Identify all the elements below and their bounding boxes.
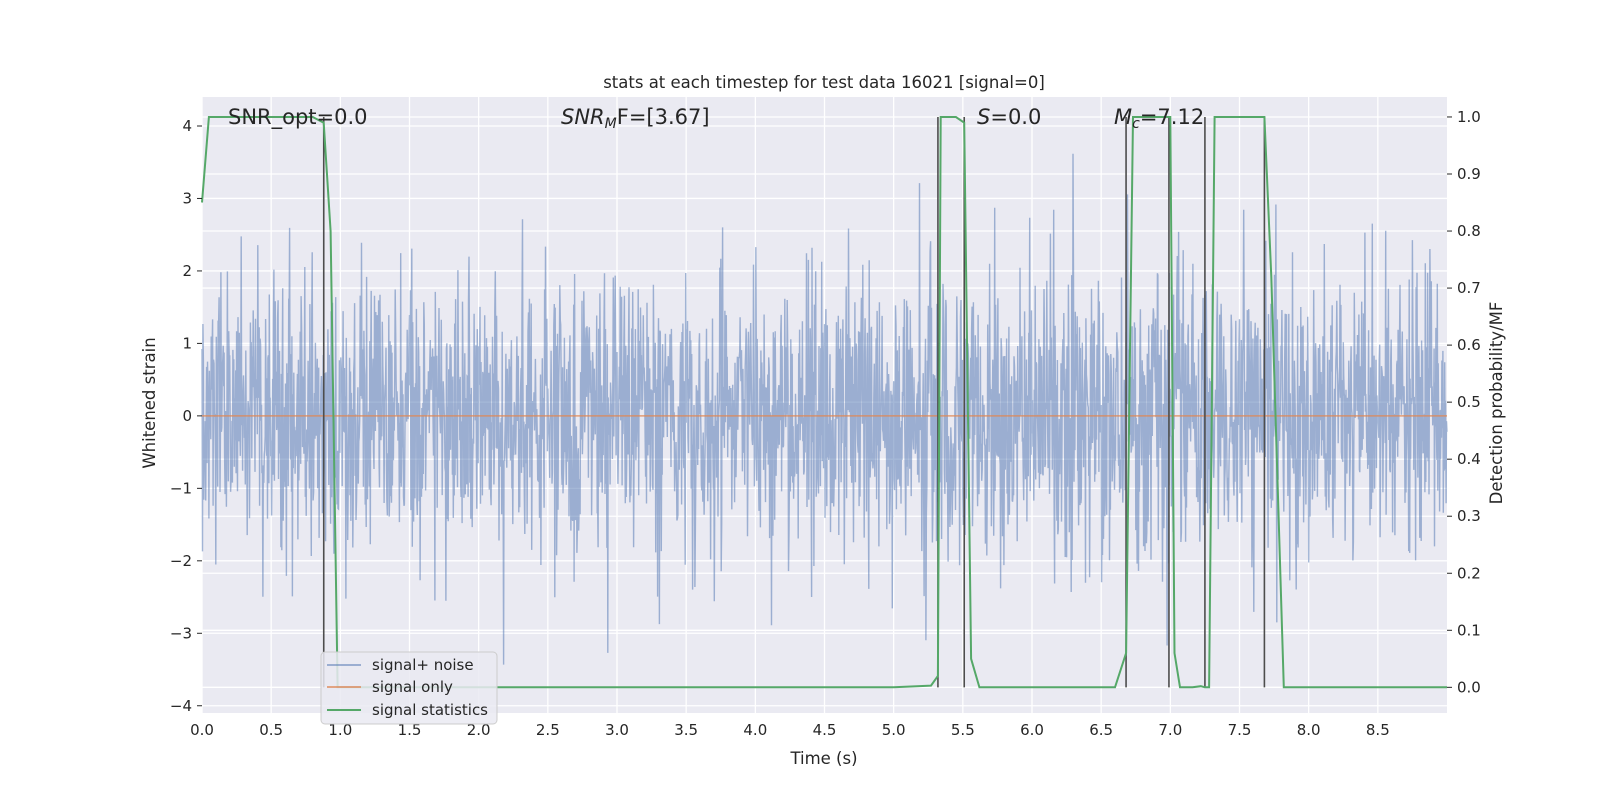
annotation-mc-sub: c [1132,116,1140,132]
series-line-signal-statistics [201,116,1447,689]
x-tick-label: 6.0 [1020,721,1044,739]
y2-tick-label: 0.6 [1457,336,1481,354]
annotation-mc: Mc=7.12 [1114,105,1204,132]
y2-tick-label: 0.9 [1457,165,1481,183]
chart-title: stats at each timestep for test data 160… [603,73,1045,92]
y2-tick-label: 0.8 [1457,222,1481,240]
vertical-markers [322,116,1266,688]
x-tick-label: 6.5 [1089,721,1113,739]
y-axis-label: Whitened strain [140,337,159,468]
y-tick-label: −4 [170,697,192,715]
legend-label-noise: signal+ noise [372,656,474,674]
x-tick-label: 2.0 [467,721,491,739]
y2-tick-label: 0.0 [1457,678,1481,696]
annotation-mc-rest: =7.12 [1140,105,1204,129]
x-tick-label: 1.5 [398,721,422,739]
y-tick-label: 4 [182,117,192,135]
annotation-s: S=0.0 [977,105,1041,129]
series-signal-noise [201,153,1448,665]
y-tick-label: −2 [170,552,192,570]
y2-tick-label: 0.4 [1457,450,1481,468]
y-tick-label: 2 [182,262,192,280]
x-axis: 0.0 0.5 1.0 1.5 2.0 2.5 3.0 3.5 4.0 4.5 5.0 5.5 6.0 6… [190,721,1390,739]
annotation-s-main: S [977,105,990,129]
x-axis-label: Time (s) [789,749,857,768]
annotation-snr-mf-rest: F=[3.67] [617,105,710,129]
y-tick-label: 0 [182,407,192,425]
y2-axis-label: Detection probability/MF [1487,302,1506,505]
annotation-snr-mf: SNRMF=[3.67] [561,105,710,132]
y2-tick-label: 0.3 [1457,507,1481,525]
x-tick-label: 8.5 [1366,721,1390,739]
y2-tick-label: 0.5 [1457,393,1481,411]
y2-tick-label: 0.7 [1457,279,1481,297]
y2-tick-label: 1.0 [1457,108,1481,126]
x-tick-label: 8.0 [1297,721,1321,739]
x-tick-label: 2.5 [536,721,560,739]
x-tick-label: 0.0 [190,721,214,739]
series-line-signal-noise [201,153,1448,665]
y-tick-label: −1 [170,479,192,497]
legend: signal+ noise signal only signal statist… [320,651,498,725]
annotation-s-rest: =0.0 [990,105,1041,129]
legend-box [320,651,498,725]
y-axis-left: −4 −3 −2 −1 0 1 2 3 4 [170,117,202,715]
annotations: SNR_opt=0.0 SNRMF=[3.67] S=0.0 Mc=7.12 [228,105,1204,132]
annotation-snr-opt: SNR_opt=0.0 [228,105,368,130]
x-tick-label: 4.0 [743,721,767,739]
x-tick-label: 5.0 [882,721,906,739]
x-tick-label: 7.0 [1158,721,1182,739]
y2-tick-label: 0.1 [1457,621,1481,639]
legend-label-stats: signal statistics [372,701,488,719]
x-tick-label: 3.0 [605,721,629,739]
legend-label-signal: signal only [372,678,453,696]
annotation-snr-mf-sub: M [605,116,617,132]
annotation-mc-main: M [1114,105,1132,129]
x-tick-label: 1.0 [328,721,352,739]
x-tick-label: 5.5 [951,721,975,739]
y-tick-label: 3 [182,189,192,207]
y2-tick-label: 0.2 [1457,564,1481,582]
series-signal-statistics [201,116,1447,689]
y-axis-right: 0.0 0.1 0.2 0.3 0.4 0.5 0.6 0.7 0.8 0.9 1.0 [1447,108,1481,696]
x-tick-label: 7.5 [1228,721,1252,739]
y-tick-label: −3 [170,624,192,642]
annotation-snr-mf-main: SNR [561,105,605,129]
x-tick-label: 3.5 [674,721,698,739]
y-tick-label: 1 [182,334,192,352]
x-tick-label: 0.5 [259,721,283,739]
x-tick-label: 4.5 [813,721,837,739]
